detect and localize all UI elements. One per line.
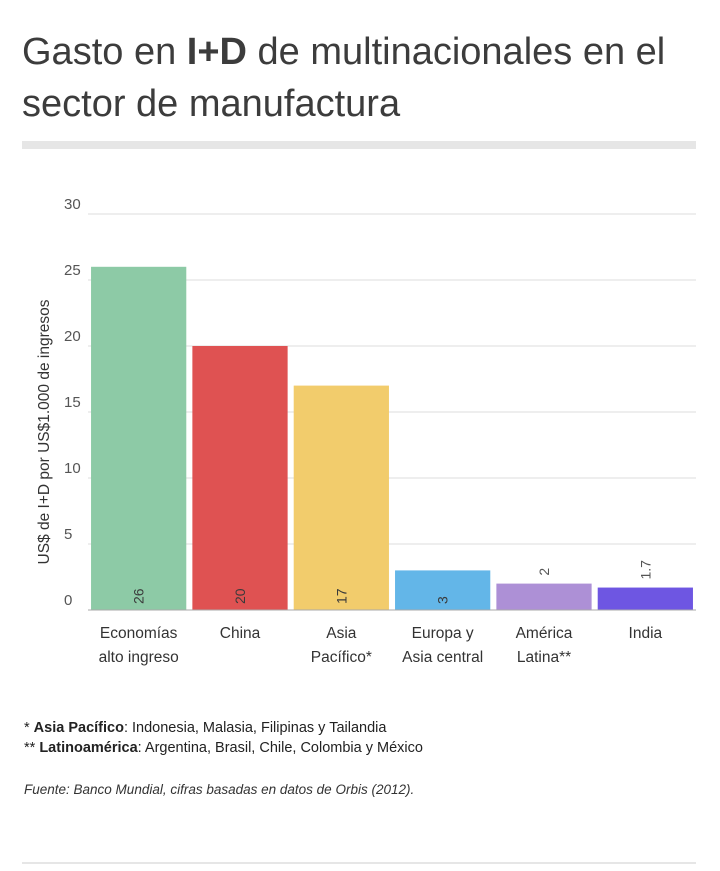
bar [597, 587, 693, 610]
x-tick-label: Economías [100, 625, 178, 642]
data-label: 3 [435, 596, 451, 604]
title-suffix: de multinacionales en el sector de manuf… [22, 31, 666, 125]
footnote-marker: * [24, 720, 34, 736]
footnote-text: : Indonesia, Malasia, Filipinas y Tailan… [123, 720, 387, 736]
x-tick-label: América [516, 625, 573, 642]
x-tick-label: Asia [326, 625, 357, 642]
y-tick-label: 25 [64, 262, 81, 279]
x-tick-label: Latina** [517, 649, 571, 666]
footnote-marker: ** [24, 740, 40, 756]
data-label: 1.7 [637, 560, 653, 580]
bottom-divider [22, 862, 696, 864]
data-label: 26 [131, 588, 147, 604]
footnote-latinoamerica: ** Latinoamérica: Argentina, Brasil, Chi… [24, 738, 423, 758]
bar [192, 346, 288, 610]
data-label: 2 [536, 568, 552, 576]
x-tick-label: India [629, 625, 663, 642]
bar [91, 266, 187, 610]
y-tick-label: 15 [64, 394, 81, 411]
footnote-text: : Argentina, Brasil, Chile, Colombia y M… [137, 740, 423, 756]
data-label: 20 [232, 588, 248, 604]
x-tick-label: alto ingreso [99, 649, 179, 666]
source-note: Fuente: Banco Mundial, cifras basadas en… [24, 782, 415, 797]
y-tick-label: 10 [64, 460, 81, 477]
title-prefix: Gasto en [22, 31, 187, 73]
title-divider [22, 141, 696, 149]
x-tick-label: Europa y [412, 625, 474, 642]
y-tick-label: 0 [64, 592, 72, 609]
bar [395, 570, 491, 610]
bar [496, 583, 592, 610]
chart-title: Gasto en I+D de multinacionales en el se… [22, 26, 702, 130]
y-tick-label: 20 [64, 328, 81, 345]
title-bold: I+D [186, 31, 247, 73]
footnotes: * Asia Pacífico: Indonesia, Malasia, Fil… [24, 718, 423, 758]
x-tick-label: Asia central [402, 649, 483, 666]
footnote-term: Asia Pacífico [33, 720, 124, 736]
bar [293, 385, 389, 610]
x-tick-label: Pacífico* [311, 649, 372, 666]
y-tick-label: 5 [64, 526, 72, 543]
x-tick-label: China [220, 625, 261, 642]
y-tick-label: 30 [64, 196, 81, 213]
bar-chart: 0 5 10 15 20 25 30 US$ de I+D por US$1.000 de i… [36, 196, 696, 666]
footnote-asia-pacifico: * Asia Pacífico: Indonesia, Malasia, Fil… [24, 718, 423, 738]
data-label: 17 [333, 588, 349, 604]
y-axis-title: US$ de I+D por US$1.000 de ingresos [36, 299, 53, 564]
footnote-term: Latinoamérica [39, 740, 138, 756]
